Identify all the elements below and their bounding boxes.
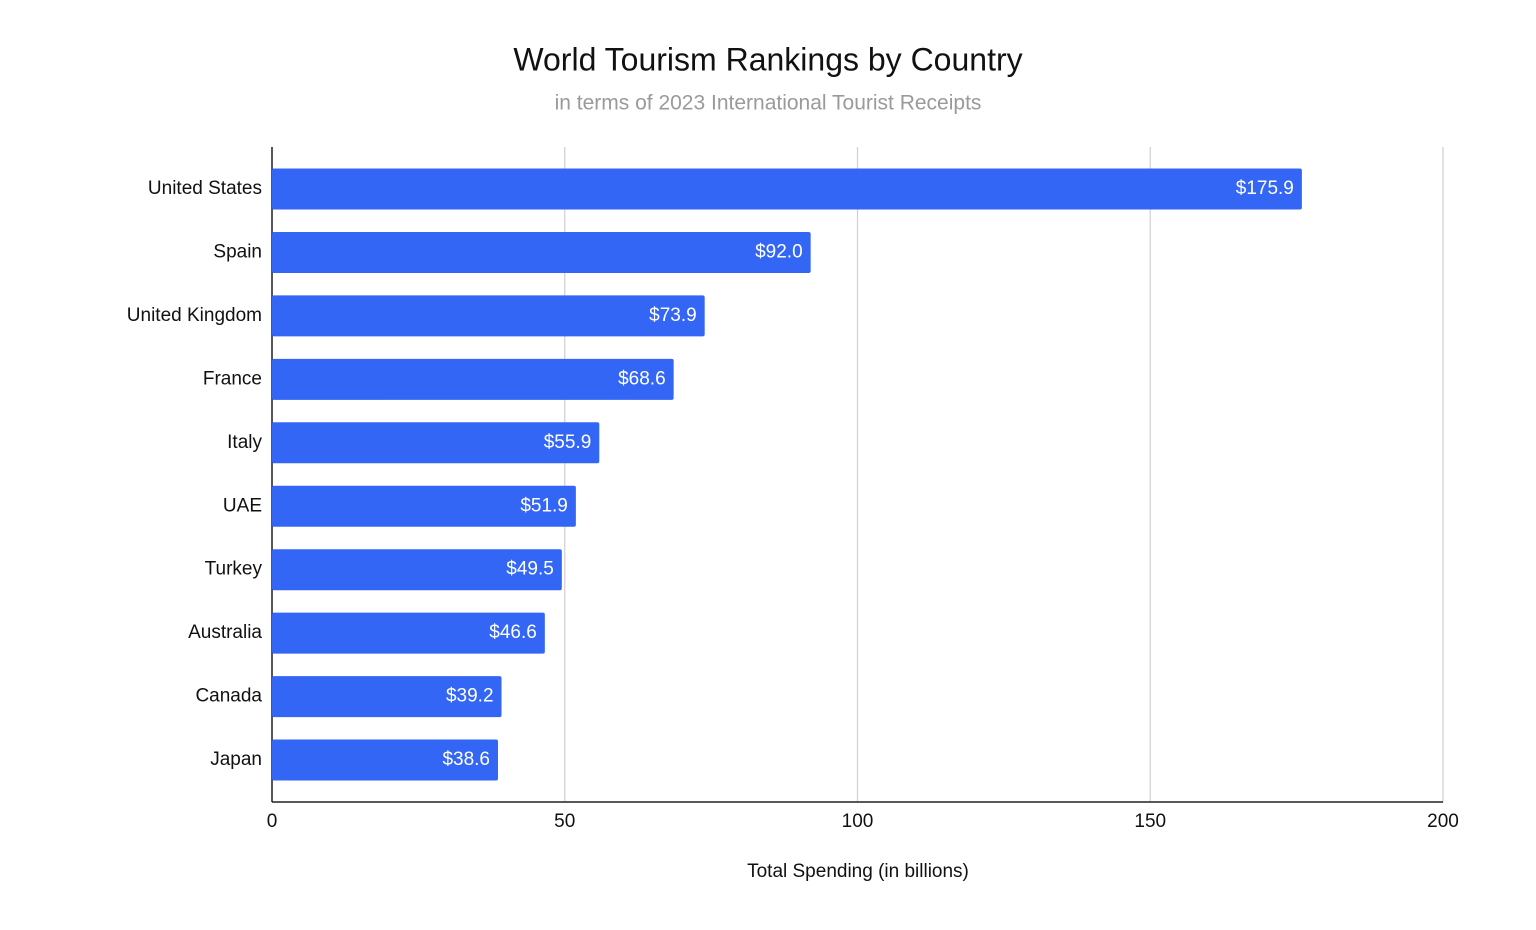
y-tick-label: Japan xyxy=(210,749,262,770)
data-label: $49.5 xyxy=(506,559,554,580)
y-tick-label: Australia xyxy=(188,622,262,643)
bar xyxy=(272,612,545,654)
bar xyxy=(272,168,1302,210)
x-axis-label: Total Spending (in billions) xyxy=(747,861,969,882)
y-tick-label: Italy xyxy=(227,432,262,453)
bar xyxy=(272,231,811,273)
y-tick-label: Spain xyxy=(213,241,262,262)
y-tick-label: United States xyxy=(148,178,262,199)
data-label: $175.9 xyxy=(1236,178,1294,199)
chart-subtitle: in terms of 2023 International Tourist R… xyxy=(555,92,982,115)
bar xyxy=(272,358,674,400)
bar xyxy=(272,739,499,781)
chart-title: World Tourism Rankings by Country xyxy=(513,41,1022,77)
x-tick-label: 100 xyxy=(842,811,874,832)
y-tick-label: France xyxy=(203,368,262,389)
data-label: $39.2 xyxy=(446,686,494,707)
data-label: $73.9 xyxy=(649,305,697,326)
bar xyxy=(272,422,600,464)
x-tick-label: 0 xyxy=(267,811,278,832)
data-label: $38.6 xyxy=(442,749,490,770)
data-label: $55.9 xyxy=(544,432,592,453)
x-tick-label: 150 xyxy=(1134,811,1166,832)
data-label: $92.0 xyxy=(755,241,803,262)
bar xyxy=(272,485,576,527)
y-tick-label: UAE xyxy=(223,495,262,516)
x-tick-label: 50 xyxy=(554,811,575,832)
y-tick-label: United Kingdom xyxy=(127,305,262,326)
y-tick-label: Canada xyxy=(195,686,262,707)
bar xyxy=(272,549,562,591)
y-tick-label: Turkey xyxy=(205,559,263,580)
x-tick-label: 200 xyxy=(1427,811,1459,832)
data-label: $46.6 xyxy=(489,622,537,643)
data-label: $68.6 xyxy=(618,368,666,389)
bar xyxy=(272,295,705,337)
bar xyxy=(272,676,502,718)
data-label: $51.9 xyxy=(520,495,568,516)
